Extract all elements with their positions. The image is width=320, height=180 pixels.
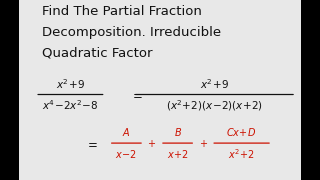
Text: $x^2\!+\!9$: $x^2\!+\!9$ <box>56 77 85 91</box>
Text: Quadratic Factor: Quadratic Factor <box>42 47 152 60</box>
Text: $+$: $+$ <box>148 138 156 149</box>
Text: $Cx\!+\!D$: $Cx\!+\!D$ <box>226 126 257 138</box>
Bar <box>0 0 19 180</box>
Text: $B$: $B$ <box>173 126 182 138</box>
Text: $(x^2\!+\!2)(x\!-\!2)(x\!+\!2)$: $(x^2\!+\!2)(x\!-\!2)(x\!+\!2)$ <box>166 98 263 113</box>
Text: $x^2\!+\!9$: $x^2\!+\!9$ <box>200 77 229 91</box>
Text: $=$: $=$ <box>130 88 142 101</box>
Text: $+$: $+$ <box>199 138 208 149</box>
Text: $A$: $A$ <box>122 126 131 138</box>
Text: Find The Partial Fraction: Find The Partial Fraction <box>42 5 202 18</box>
Text: $x\!+\!2$: $x\!+\!2$ <box>167 148 188 160</box>
Text: $x\!-\!2$: $x\!-\!2$ <box>116 148 137 160</box>
Text: $x^4\!-\!2x^2\!-\!8$: $x^4\!-\!2x^2\!-\!8$ <box>42 98 99 112</box>
Text: $x^2\!+\!2$: $x^2\!+\!2$ <box>228 147 255 161</box>
Text: Decomposition. Irreducible: Decomposition. Irreducible <box>42 26 221 39</box>
Text: $=$: $=$ <box>85 137 98 150</box>
Bar <box>301 0 320 180</box>
